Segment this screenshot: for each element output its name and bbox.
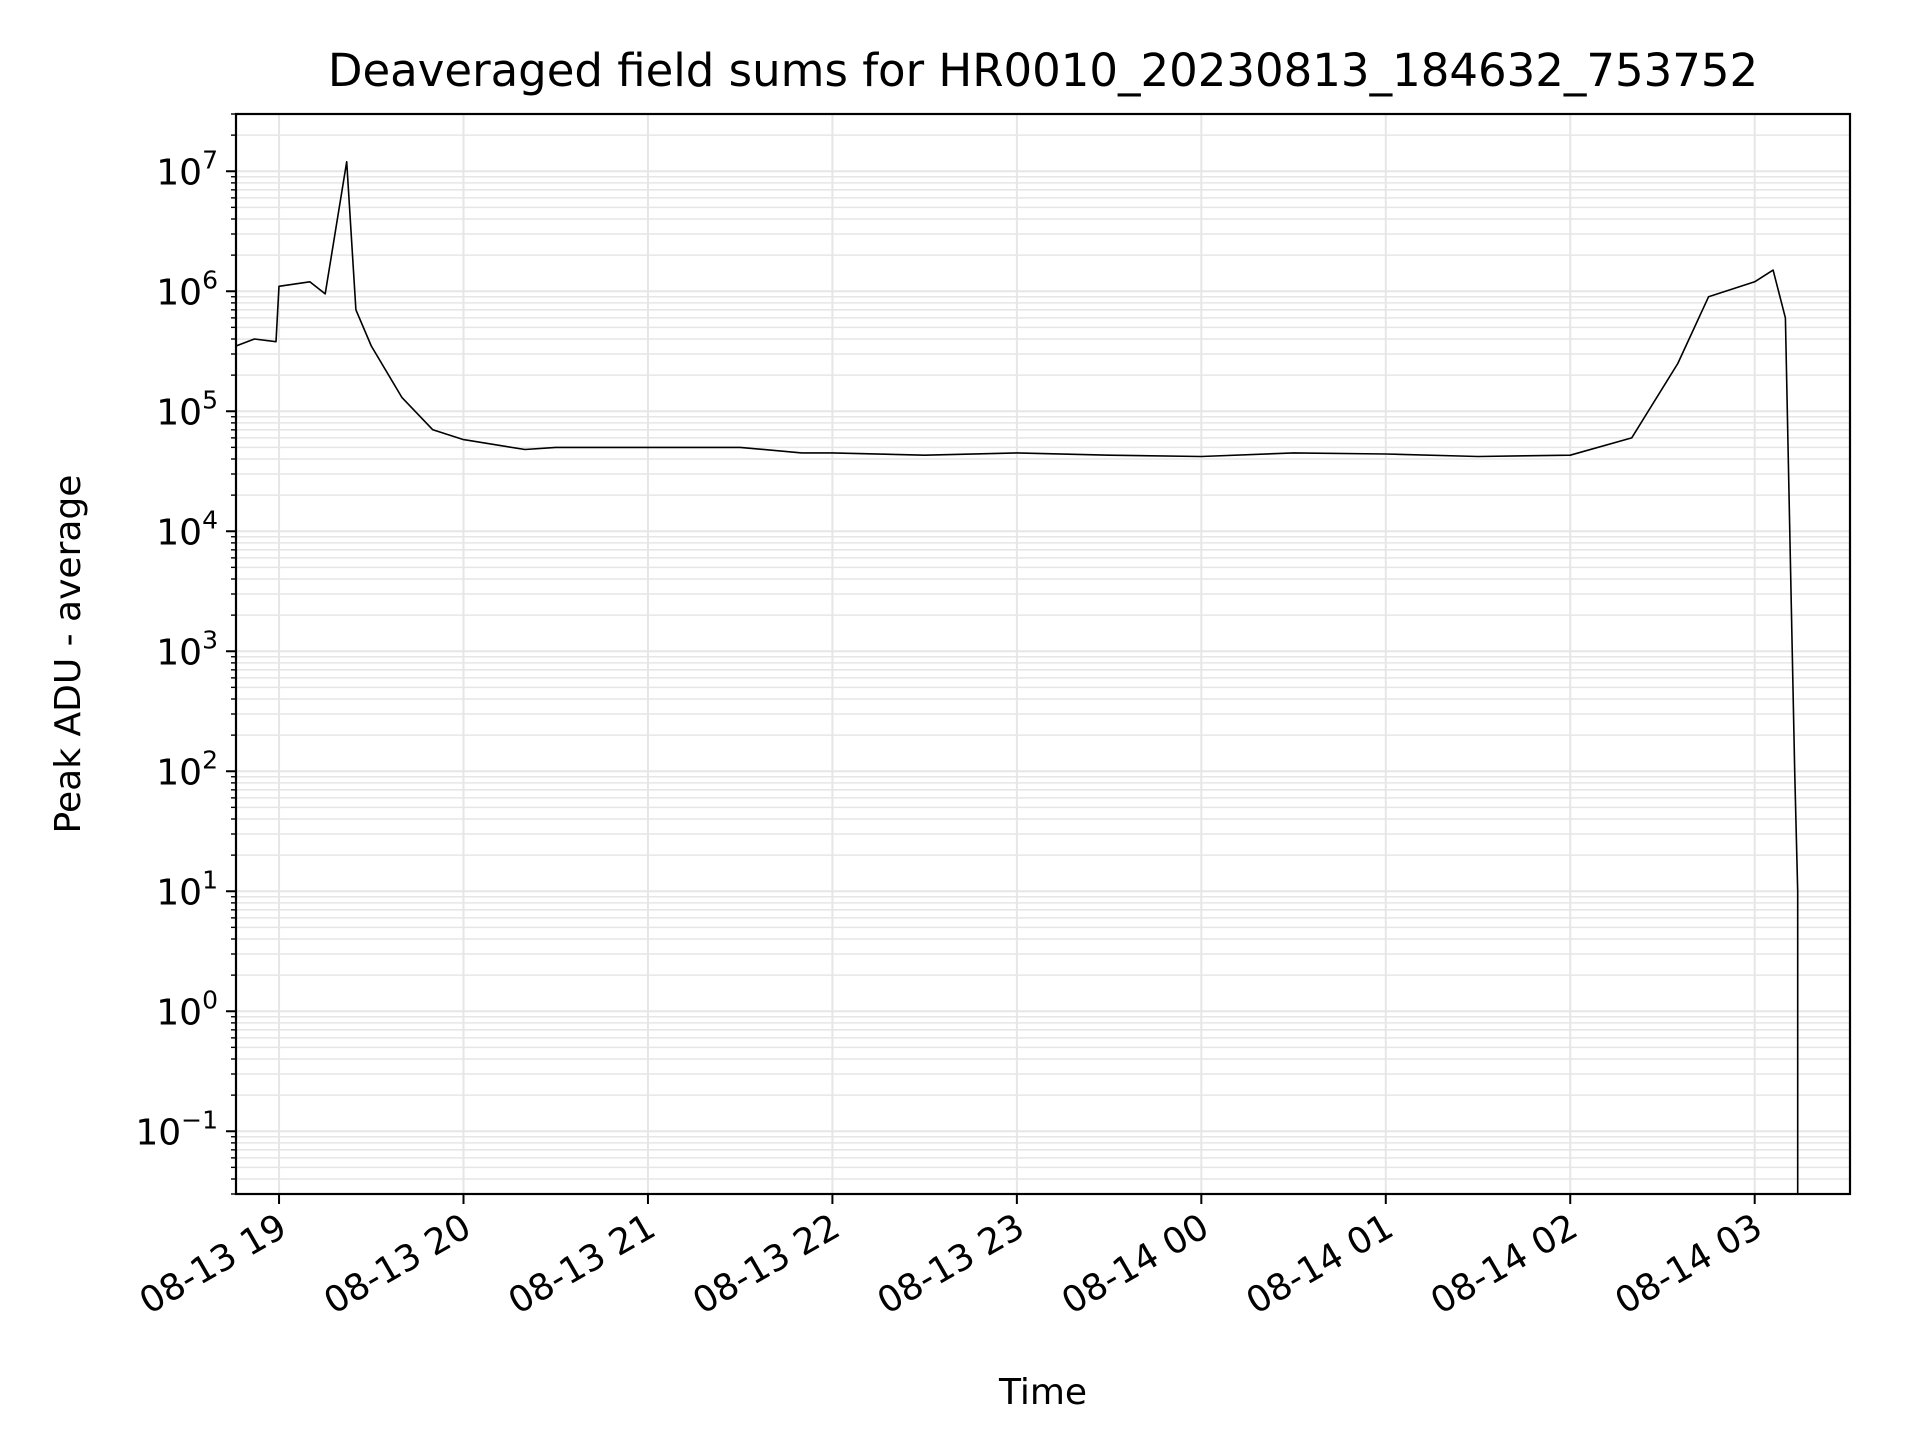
y-tick-base: 10: [156, 872, 202, 913]
y-tick-exponent: 2: [202, 745, 218, 774]
y-tick-exponent: 7: [202, 145, 218, 174]
y-tick-base: 10: [156, 632, 202, 673]
y-tick-base: 10: [156, 392, 202, 433]
y-tick-label: 100: [156, 985, 218, 1033]
y-tick-base: 10: [156, 992, 202, 1033]
y-tick-label: 10−1: [135, 1105, 218, 1153]
y-tick-label: 106: [156, 265, 218, 313]
y-tick-label: 105: [156, 385, 218, 433]
y-tick-label: 102: [156, 745, 218, 793]
y-tick-label: 107: [156, 145, 218, 193]
y-tick-exponent: 6: [202, 265, 218, 294]
y-tick-exponent: 3: [202, 625, 218, 654]
x-axis-label: Time: [998, 1372, 1087, 1413]
chart-title: Deaveraged field sums for HR0010_2023081…: [328, 44, 1758, 97]
y-tick-label: 103: [156, 625, 218, 673]
y-tick-base: 10: [156, 272, 202, 313]
y-tick-exponent: 5: [202, 385, 218, 414]
y-tick-base: 10: [156, 152, 202, 193]
series-line: [235, 161, 1799, 1194]
y-axis-label: Peak ADU - average: [48, 475, 89, 834]
y-tick-label: 104: [156, 505, 218, 553]
y-tick-exponent: 0: [202, 985, 218, 1014]
y-tick-base: 10: [156, 512, 202, 553]
grid: [236, 113, 1850, 1195]
series-path: [235, 161, 1799, 1194]
plot-frame: [234, 112, 1852, 1196]
y-tick-label: 101: [156, 865, 218, 913]
y-tick-exponent: 1: [202, 865, 218, 894]
y-tick-exponent: 4: [202, 505, 218, 534]
y-tick-base: 10: [156, 752, 202, 793]
y-tick-exponent: −1: [181, 1105, 218, 1134]
y-tick-base: 10: [135, 1112, 181, 1153]
